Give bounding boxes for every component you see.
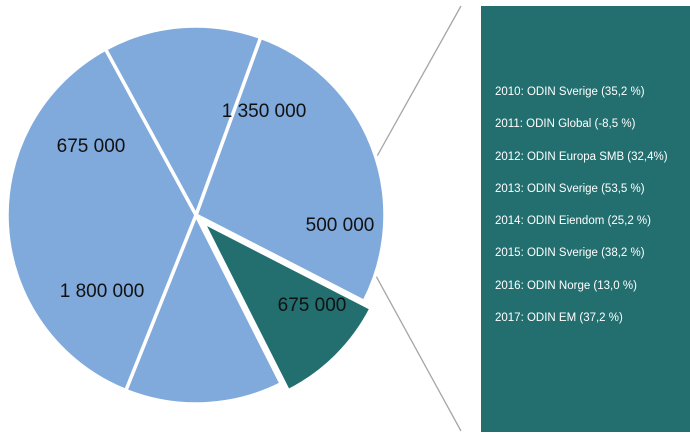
history-item: 2014: ODIN Eiendom (25,2 %) [495, 215, 651, 228]
slice-label: 1 800 000 [60, 281, 145, 302]
pie-slice [194, 35, 387, 304]
pie-slice [201, 220, 373, 393]
pie-labels: 1 350 000 500 000 675 000 1 800 000 675 000 [57, 101, 375, 316]
slice-label: 675 000 [57, 136, 126, 157]
history-panel: 2010: ODIN Sverige (35,2 %) 2011: ODIN G… [481, 6, 690, 432]
pie-slice [5, 47, 198, 393]
history-list: 2010: ODIN Sverige (35,2 %) 2011: ODIN G… [495, 85, 668, 343]
pie-slice [103, 24, 263, 217]
connector-line-bottom [375, 275, 462, 432]
slice-label: 1 350 000 [222, 101, 307, 122]
connector-line-top [375, 5, 462, 159]
history-item: 2011: ODIN Global (-8,5 %) [495, 118, 636, 131]
slice-label: 675 000 [278, 295, 347, 316]
history-item: 2010: ODIN Sverige (35,2 %) [495, 86, 645, 98]
history-item: 2013: ODIN Sverige (53,5 %) [495, 182, 645, 195]
pie-slice [124, 213, 283, 406]
history-item: 2015: ODIN Sverige (38,2 %) [495, 247, 645, 260]
history-item: 2012: ODIN Europa SMB (32,4%) [495, 150, 668, 163]
history-item: 2017: ODIN EM (37,2 %) [495, 312, 623, 325]
pie-slices [5, 24, 387, 406]
history-item: 2016: ODIN Norge (13,0 %) [495, 279, 637, 292]
slice-label: 500 000 [306, 215, 375, 236]
